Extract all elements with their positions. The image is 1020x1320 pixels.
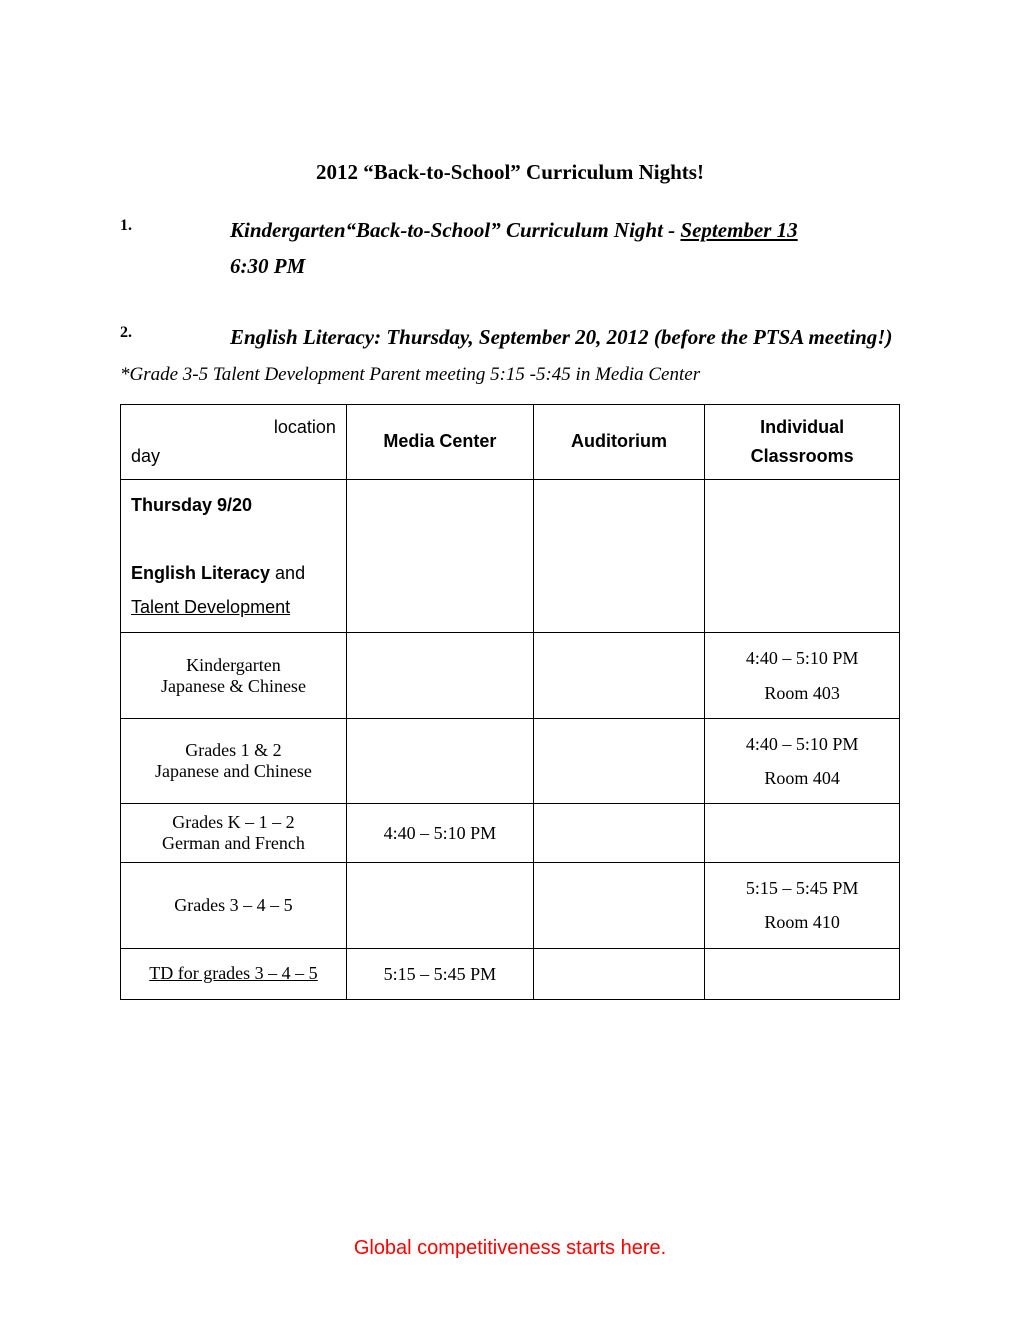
- table-cell: [533, 633, 704, 718]
- item-number: 1.: [120, 213, 230, 284]
- footer-tagline: Global competitiveness starts here.: [0, 1237, 1020, 1260]
- item-prefix: Kindergarten: [230, 218, 346, 242]
- footnote: *Grade 3-5 Talent Development Parent mee…: [120, 364, 900, 386]
- table-cell: 5:15 – 5:45 PMRoom 410: [705, 863, 900, 948]
- header-media-center: Media Center: [346, 405, 533, 480]
- table-cell: [346, 718, 533, 803]
- title-date: Thursday 9/20: [131, 495, 252, 515]
- row-description: Grades K – 1 – 2German and French: [121, 804, 347, 863]
- title-and: and: [270, 563, 305, 583]
- item-date: September 13: [680, 218, 797, 242]
- table-cell: [705, 479, 900, 633]
- table-cell: [533, 479, 704, 633]
- schedule-table: location day Media Center Auditorium Ind…: [120, 404, 900, 1000]
- header-auditorium: Auditorium: [533, 405, 704, 480]
- item-body: English Literacy: Thursday, September 20…: [230, 320, 900, 356]
- location-label: location: [131, 413, 336, 442]
- table-row: Grades K – 1 – 2German and French4:40 – …: [121, 804, 900, 863]
- table-cell: [533, 948, 704, 999]
- title-cell: Thursday 9/20 English Literacy and Talen…: [121, 479, 347, 633]
- table-row: Grades 1 & 2Japanese and Chinese 4:40 – 5…: [121, 718, 900, 803]
- table-cell: 4:40 – 5:10 PMRoom 403: [705, 633, 900, 718]
- table-cell: [346, 863, 533, 948]
- title-talent-development: Talent Development: [131, 597, 290, 617]
- row-description: KindergartenJapanese & Chinese: [121, 633, 347, 718]
- table-cell: [533, 863, 704, 948]
- table-cell: 5:15 – 5:45 PM: [346, 948, 533, 999]
- row-description: TD for grades 3 – 4 – 5: [121, 948, 347, 999]
- table-row: KindergartenJapanese & Chinese 4:40 – 5:1…: [121, 633, 900, 718]
- table-cell: [705, 948, 900, 999]
- table-cell: [705, 804, 900, 863]
- table-cell: [346, 633, 533, 718]
- row-description: Grades 3 – 4 – 5: [121, 863, 347, 948]
- item-number: 2.: [120, 320, 230, 356]
- list-item-1: 1. Kindergarten“Back-to-School” Curricul…: [120, 213, 900, 284]
- header-individual-classrooms: Individual Classrooms: [705, 405, 900, 480]
- table-cell: [533, 718, 704, 803]
- table-row: Grades 3 – 4 – 5 5:15 – 5:45 PMRoom 410: [121, 863, 900, 948]
- list-item-2: 2. English Literacy: Thursday, September…: [120, 320, 900, 356]
- day-label: day: [131, 442, 336, 471]
- item-body: Kindergarten“Back-to-School” Curriculum …: [230, 213, 900, 284]
- item-mid: “Back-to-School” Curriculum Night -: [346, 218, 681, 242]
- table-row: TD for grades 3 – 4 – 55:15 – 5:45 PM: [121, 948, 900, 999]
- table-cell: 4:40 – 5:10 PMRoom 404: [705, 718, 900, 803]
- table-cell: [533, 804, 704, 863]
- document-page: 2012 “Back-to-School” Curriculum Nights!…: [0, 0, 1020, 1320]
- item-time: 6:30 PM: [230, 254, 305, 278]
- page-title: 2012 “Back-to-School” Curriculum Nights!: [120, 160, 900, 185]
- table-cell: [346, 479, 533, 633]
- table-cell: 4:40 – 5:10 PM: [346, 804, 533, 863]
- title-english-literacy: English Literacy: [131, 563, 270, 583]
- header-day-location: location day: [121, 405, 347, 480]
- row-description: Grades 1 & 2Japanese and Chinese: [121, 718, 347, 803]
- table-title-row: Thursday 9/20 English Literacy and Talen…: [121, 479, 900, 633]
- table-header-row: location day Media Center Auditorium Ind…: [121, 405, 900, 480]
